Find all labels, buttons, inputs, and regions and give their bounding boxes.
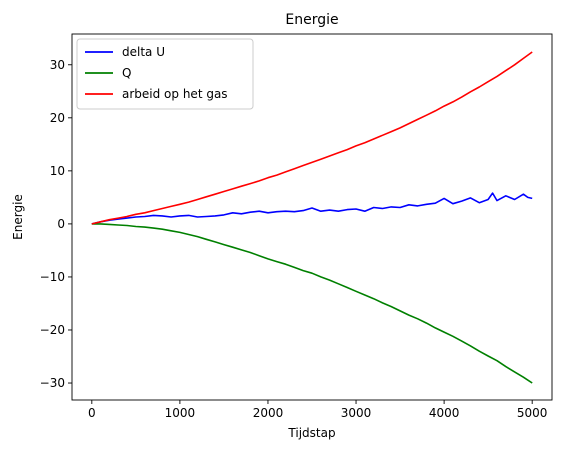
x-tick-label: 1000 xyxy=(165,406,196,420)
x-tick-label: 4000 xyxy=(429,406,460,420)
axes: 0 1000 2000 3000 4000 5000 −30 −20 −10 0 10 20 30 xyxy=(40,33,553,420)
chart-title: Energie xyxy=(285,12,338,28)
legend-label-0: delta U xyxy=(122,45,165,59)
y-tick-label: −20 xyxy=(40,323,65,337)
x-tick-label: 0 xyxy=(88,406,96,420)
y-tick-label: −30 xyxy=(40,376,65,390)
series-line-2 xyxy=(91,51,533,225)
series-line-0 xyxy=(91,192,533,225)
legend-label-1: Q xyxy=(122,66,131,80)
x-tick-label: 2000 xyxy=(253,406,284,420)
y-tick-label: 0 xyxy=(57,217,65,231)
plot-area xyxy=(91,51,533,384)
legend-box xyxy=(76,38,254,110)
x-axis-label: Tijdstap xyxy=(287,426,335,440)
y-tick-label: 20 xyxy=(50,111,65,125)
series-line-1 xyxy=(91,223,533,384)
y-axis-label: Energie xyxy=(11,194,25,240)
y-tick-label: −10 xyxy=(40,270,65,284)
x-tick-label: 5000 xyxy=(517,406,548,420)
axes-frame xyxy=(71,33,553,401)
y-tick-label: 10 xyxy=(50,164,65,178)
y-tick-label: 30 xyxy=(50,58,65,72)
legend-label-2: arbeid op het gas xyxy=(122,87,228,101)
x-tick-label: 3000 xyxy=(341,406,372,420)
